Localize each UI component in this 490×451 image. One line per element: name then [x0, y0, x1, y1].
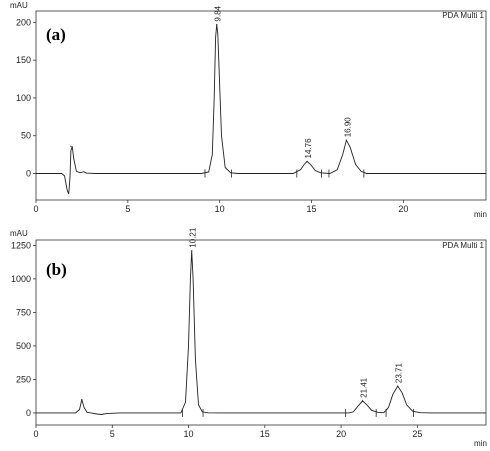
x-unit-label-b: min: [474, 439, 487, 448]
y-tick-label: 750: [16, 307, 31, 317]
y-tick-label: 100: [16, 93, 31, 103]
chromatogram-trace-a: [36, 24, 486, 195]
peak-label: 23.71: [395, 363, 404, 384]
peak-apex: [397, 385, 399, 387]
y-unit-label-a: mAU: [10, 1, 28, 10]
x-tick-label: 20: [336, 429, 346, 439]
chromatogram-trace-b: [36, 250, 486, 415]
peak-label: 9.84: [214, 5, 223, 21]
chart-panel-b: mAU PDA Multi 1 (b) min 0 5 10 15 20 25025050…: [10, 227, 487, 448]
x-tick-label: 15: [307, 204, 317, 214]
peak-apex: [216, 24, 218, 26]
x-tick-label: 20: [398, 204, 408, 214]
peak-apex: [361, 400, 364, 402]
plot-frame-b: [35, 239, 487, 426]
peak-apex: [345, 139, 348, 141]
peak-labels-b: 10.21 21.41 23.71: [81, 227, 404, 402]
chart-panel-a: mAU PDA Multi 1 (a) min 0 5 10 15 2005010015…: [10, 1, 487, 219]
x-tick-label: 0: [33, 204, 38, 214]
y-unit-label-b: mAU: [10, 229, 28, 238]
peak-apex: [70, 145, 72, 147]
x-tick-label: 0: [33, 429, 38, 439]
panel-label-a: (a): [46, 25, 66, 44]
peak-apex: [306, 160, 308, 163]
y-tick-label: 150: [16, 55, 31, 65]
peak-apex: [191, 250, 193, 252]
peak-apex: [81, 398, 83, 401]
plot-frame-a: [35, 10, 487, 201]
y-tick-label: 0: [26, 169, 31, 179]
x-tick-label: 10: [184, 429, 194, 439]
peak-label: 10.21: [189, 227, 198, 248]
y-tick-label: 1000: [11, 274, 31, 284]
y-tick-label: 250: [16, 374, 31, 384]
x-tick-label: 25: [412, 429, 422, 439]
integration-markers-a: [204, 169, 365, 178]
detector-label-b: PDA Multi 1: [442, 241, 484, 250]
peak-label: 14.76: [304, 138, 313, 159]
y-tick-label: 500: [16, 341, 31, 351]
x-unit-label-a: min: [474, 210, 487, 219]
panel-label-b: (b): [46, 260, 67, 279]
peak-label: 16.90: [343, 117, 352, 138]
x-tick-label: 10: [215, 204, 225, 214]
x-tick-label: 5: [110, 429, 115, 439]
detector-label-a: PDA Multi 1: [442, 11, 484, 20]
y-tick-label: 50: [21, 131, 31, 141]
y-tick-label: 1250: [11, 240, 31, 250]
peak-labels-a: 9.84 14.76 16.90: [70, 5, 352, 163]
x-tick-label: 5: [125, 204, 130, 214]
y-tick-label: 0: [26, 408, 31, 418]
peak-label: 21.41: [360, 377, 369, 398]
y-tick-label: 200: [16, 17, 31, 27]
x-tick-label: 15: [260, 429, 270, 439]
